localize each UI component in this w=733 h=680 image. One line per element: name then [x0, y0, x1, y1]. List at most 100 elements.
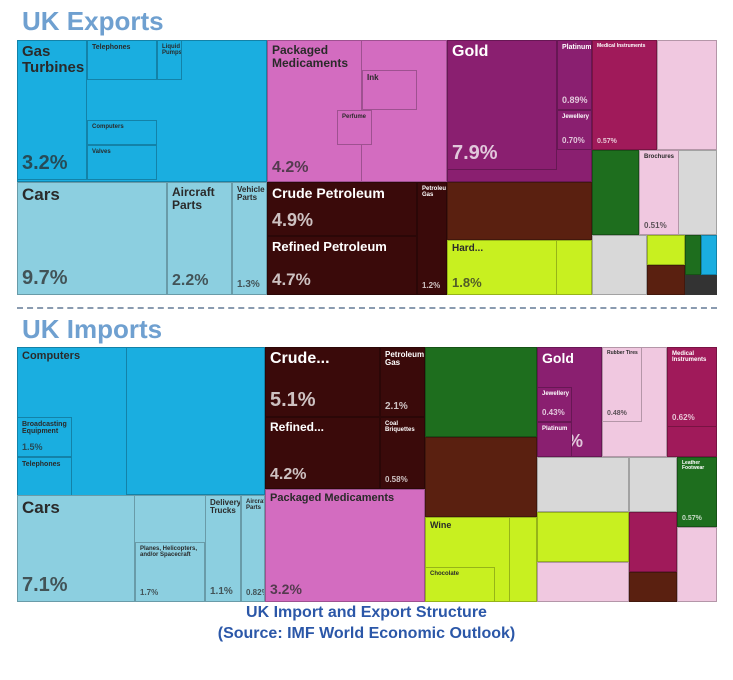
imports-tile: Planes, Helicopters, and/or Spacecraft 1.…: [135, 542, 205, 602]
imports-tile: Refined... 4.2%: [265, 417, 380, 489]
exports-block-12: [647, 235, 685, 265]
exports-block-9: [592, 150, 639, 235]
imports-tile: Packaged Medicaments 3.2%: [265, 489, 425, 602]
imports-tile-label: Coal Briquettes: [385, 421, 415, 434]
exports-tile-percent: 3.2%: [22, 152, 68, 174]
imports-tile-percent: 4.2%: [270, 466, 307, 483]
imports-block-16: [629, 572, 677, 602]
exports-tile-label: Crude Petroleum: [272, 185, 385, 201]
imports-tile-label: Cars: [22, 498, 60, 517]
exports-tile-label: Gas Turbines: [22, 43, 85, 76]
exports-tile-percent: 1.3%: [237, 279, 260, 290]
imports-tile-label: Medical Instruments: [672, 351, 707, 364]
imports-tile-percent: 1.7%: [140, 588, 159, 597]
exports-tile: Hard... 1.8%: [447, 240, 557, 295]
exports-tile: Gas Turbines 3.2%: [17, 40, 87, 180]
exports-tile: Platinum 0.89%: [557, 40, 592, 110]
imports-treemap: Computers3.5%Broadcasting Equipment1.5%T…: [17, 347, 717, 602]
exports-tile-label: Valves: [92, 149, 111, 155]
imports-block-17: [677, 527, 717, 602]
exports-block-14: [685, 235, 701, 275]
imports-tile-label: Broadcasting Equipment: [22, 421, 67, 436]
exports-tile: Refined Petroleum 4.7%: [267, 236, 417, 295]
imports-tile-label: Aircraft Parts: [246, 499, 264, 512]
exports-tile: Medical Instruments 0.57%: [592, 40, 657, 150]
imports-tile-percent: 5.1%: [270, 389, 316, 411]
exports-tile-percent: 1.2%: [422, 281, 441, 290]
imports-tile: Leather Footwear 0.57%: [677, 457, 717, 527]
exports-tile-percent: 1.8%: [452, 275, 482, 290]
exports-tile-label: Perfume: [342, 114, 367, 120]
exports-tile: Valves: [87, 145, 157, 180]
imports-tile-label: Packaged Medicaments: [270, 492, 395, 504]
imports-tile: Rubber Tires 0.48%: [602, 347, 642, 422]
exports-tile-label: Gold: [452, 43, 489, 60]
exports-tile-percent: 4.7%: [272, 270, 311, 289]
imports-tile: Cars 7.1%: [17, 495, 135, 602]
imports-tile: Crude... 5.1%: [265, 347, 380, 417]
imports-block-11: [629, 457, 677, 512]
imports-tile-percent: 0.43%: [542, 408, 565, 417]
exports-tile: Ink: [362, 70, 417, 110]
imports-tile-label: Wine: [430, 520, 452, 530]
exports-tile-percent: 0.57%: [597, 138, 617, 145]
exports-tile-percent: 0.70%: [562, 136, 585, 145]
exports-block-15: [701, 235, 717, 275]
exports-tile: Liquid Pumps: [157, 40, 182, 80]
imports-tile-percent: 0.58%: [385, 475, 408, 484]
imports-tile: Telephones: [17, 457, 72, 497]
exports-tile-label: Packaged Medicaments: [272, 43, 349, 70]
imports-tile-label: Delivery Trucks: [210, 498, 241, 516]
imports-tile: Broadcasting Equipment 1.5%: [17, 417, 72, 457]
imports-tile-percent: 1.1%: [210, 586, 233, 597]
exports-tile-percent: 0.89%: [562, 95, 588, 105]
imports-block-15: [629, 512, 677, 572]
exports-block-13: [647, 265, 685, 295]
imports-tile-label: Planes, Helicopters, and/or Spacecraft: [140, 546, 198, 559]
imports-tile-label: Crude...: [270, 350, 330, 367]
imports-tile-label: Gold: [542, 350, 574, 366]
exports-tile-label: Petroleum Gas: [422, 186, 447, 199]
exports-tile-percent: 0.51%: [644, 221, 667, 230]
imports-block-13: [537, 512, 629, 562]
exports-tile-percent: 7.9%: [452, 142, 498, 164]
exports-treemap: Gas Turbines 3.2% Telephones Liquid Pumps Co…: [17, 40, 717, 295]
exports-tile: Vehicle Parts 1.3%: [232, 182, 267, 295]
imports-tile: Platinum: [537, 422, 572, 457]
exports-tile-percent: 4.9%: [272, 210, 314, 230]
imports-block-10: [537, 457, 629, 512]
exports-tile: Cars 9.7%: [17, 182, 167, 295]
imports-tile-percent: 2.1%: [385, 401, 408, 412]
exports-tile-label: Cars: [22, 185, 60, 204]
exports-tile-label: Jewellery: [562, 114, 590, 120]
exports-tile-percent: 2.2%: [172, 272, 209, 289]
section-divider: [17, 307, 717, 309]
imports-tile-percent: 0.82%: [246, 588, 264, 597]
imports-tile: Coal Briquettes 0.58%: [380, 417, 425, 489]
imports-tile-label: Chocolate: [430, 571, 460, 577]
exports-tile-label: Ink: [367, 73, 379, 82]
imports-tile-label: Leather Footwear: [682, 460, 705, 472]
imports-tile-label: Petroleum Gas: [385, 350, 425, 368]
imports-title: UK Imports: [22, 314, 163, 344]
imports-tile-percent: 3.2%: [270, 581, 302, 597]
exports-block-4: [447, 182, 592, 240]
exports-tile-percent: 9.7%: [22, 267, 68, 289]
imports-tile-percent: 0.62%: [672, 413, 695, 422]
imports-tile-label: Jewellery: [542, 391, 570, 397]
imports-tile-percent: 0.48%: [607, 410, 627, 417]
exports-tile-label: Platinum: [562, 44, 592, 51]
exports-tile: Jewellery 0.70%: [557, 110, 592, 150]
caption-title: UK Import and Export Structure: [246, 604, 487, 621]
imports-tile: Delivery Trucks 1.1%: [205, 495, 241, 602]
imports-tile: Aircraft Parts 0.82%: [241, 495, 265, 602]
exports-tile: Computers: [87, 120, 157, 145]
imports-tile: Chocolate: [425, 567, 495, 602]
imports-block-5: [425, 437, 537, 517]
caption-source: (Source: IMF World Economic Outlook): [217, 625, 516, 642]
imports-tile-label: Rubber Tires: [607, 350, 638, 356]
exports-block-11: [592, 235, 647, 295]
exports-tile-label: Computers: [92, 124, 124, 130]
exports-tile-label: Refined Petroleum: [272, 239, 387, 254]
exports-tile-label: Hard...: [452, 243, 484, 254]
